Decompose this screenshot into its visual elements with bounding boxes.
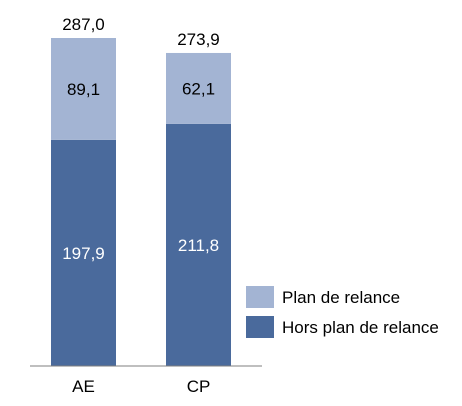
data-label-cp-1: 62,1 xyxy=(182,79,215,98)
legend-label-1: Hors plan de relance xyxy=(282,318,439,337)
bar-segment-cp-0 xyxy=(166,123,231,366)
data-label-ae-1: 89,1 xyxy=(67,80,100,99)
total-label-cp: 273,9 xyxy=(177,30,220,49)
x-axis-ticks: AE CP xyxy=(72,377,210,396)
bar-segment-cp-1 xyxy=(166,52,231,124)
legend-swatch-1 xyxy=(246,316,274,338)
bars-layer: 197,9 89,1 287,0 211,8 62,1 273,9 xyxy=(51,15,231,366)
legend: Plan de relance Hors plan de relance xyxy=(246,286,439,338)
data-label-cp-0: 211,8 xyxy=(178,236,219,255)
legend-label-0: Plan de relance xyxy=(282,288,400,307)
total-label-ae: 287,0 xyxy=(62,15,105,34)
bar-segment-ae-1 xyxy=(51,38,116,140)
legend-swatch-0 xyxy=(246,286,274,308)
x-tick-label-cp: CP xyxy=(187,377,211,396)
x-tick-label-ae: AE xyxy=(72,377,95,396)
bar-segment-ae-0 xyxy=(51,139,116,366)
data-label-ae-0: 197,9 xyxy=(62,244,105,263)
